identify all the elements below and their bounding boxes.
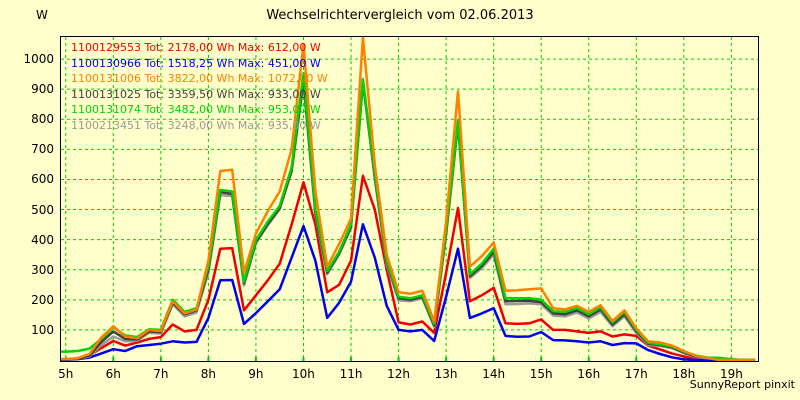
x-tick-label: 16h (577, 367, 601, 381)
y-tick-label: 800 (31, 112, 54, 127)
y-tick-label: 900 (31, 82, 54, 97)
credit-text: SunnyReport pinxit (689, 378, 795, 391)
x-tick-label: 5h (58, 367, 74, 381)
y-tick-label: 700 (31, 142, 54, 157)
x-tick-label: 14h (482, 367, 506, 381)
y-tick-label: 400 (31, 232, 54, 247)
y-tick-label: 1000 (23, 52, 54, 67)
x-tick-label: 15h (529, 367, 553, 381)
legend-item-1100130966: 1100130966 Tot: 1518,25 Wh Max: 451,00 W (71, 56, 321, 70)
y-axis-unit-label: W (36, 8, 48, 22)
x-tick-label: 13h (434, 367, 458, 381)
x-tick-label: 18h (672, 367, 696, 381)
y-tick-label: 500 (31, 202, 54, 217)
x-tick-label: 6h (105, 367, 121, 381)
series-line-1100129553 (61, 174, 756, 361)
x-tick-label: 9h (248, 367, 264, 381)
y-tick-label: 600 (31, 172, 54, 187)
x-tick-label: 10h (292, 367, 315, 381)
y-tick-label: 100 (31, 322, 54, 337)
x-tick-label: 12h (387, 367, 410, 381)
legend-item-1100131006: 1100131006 Tot: 3822,00 Wh Max: 1072,00 … (71, 72, 328, 85)
x-tick-label: 7h (153, 367, 169, 381)
series-line-1100131006 (61, 37, 756, 361)
plot-area: 1100129553 Tot: 2178,00 Wh Max: 612,00 W… (60, 36, 759, 362)
legend: 1100129553 Tot: 2178,00 Wh Max: 612,00 W… (71, 40, 328, 133)
y-tick-label: 200 (31, 292, 54, 307)
x-tick-label: 11h (339, 367, 363, 381)
x-tick-label: 19h (719, 367, 743, 381)
legend-item-1100213451: 1100213451 Tot: 3248,00 Wh Max: 935,00 W (71, 118, 321, 132)
y-tick-label: 300 (31, 262, 54, 277)
legend-item-1100131025: 1100131025 Tot: 3359,50 Wh Max: 933,00 W (71, 87, 321, 101)
legend-item-1100129553: 1100129553 Tot: 2178,00 Wh Max: 612,00 W (71, 41, 321, 54)
legend-item-1100131074: 1100131074 Tot: 3482,00 Wh Max: 953,00 W (71, 103, 321, 116)
series-line-1100130966 (61, 223, 756, 361)
chart-title: Wechselrichtervergleich vom 02.06.2013 (266, 8, 534, 23)
x-tick-label: 8h (200, 367, 216, 381)
x-tick-label: 17h (624, 367, 648, 381)
series-lines (61, 37, 758, 361)
